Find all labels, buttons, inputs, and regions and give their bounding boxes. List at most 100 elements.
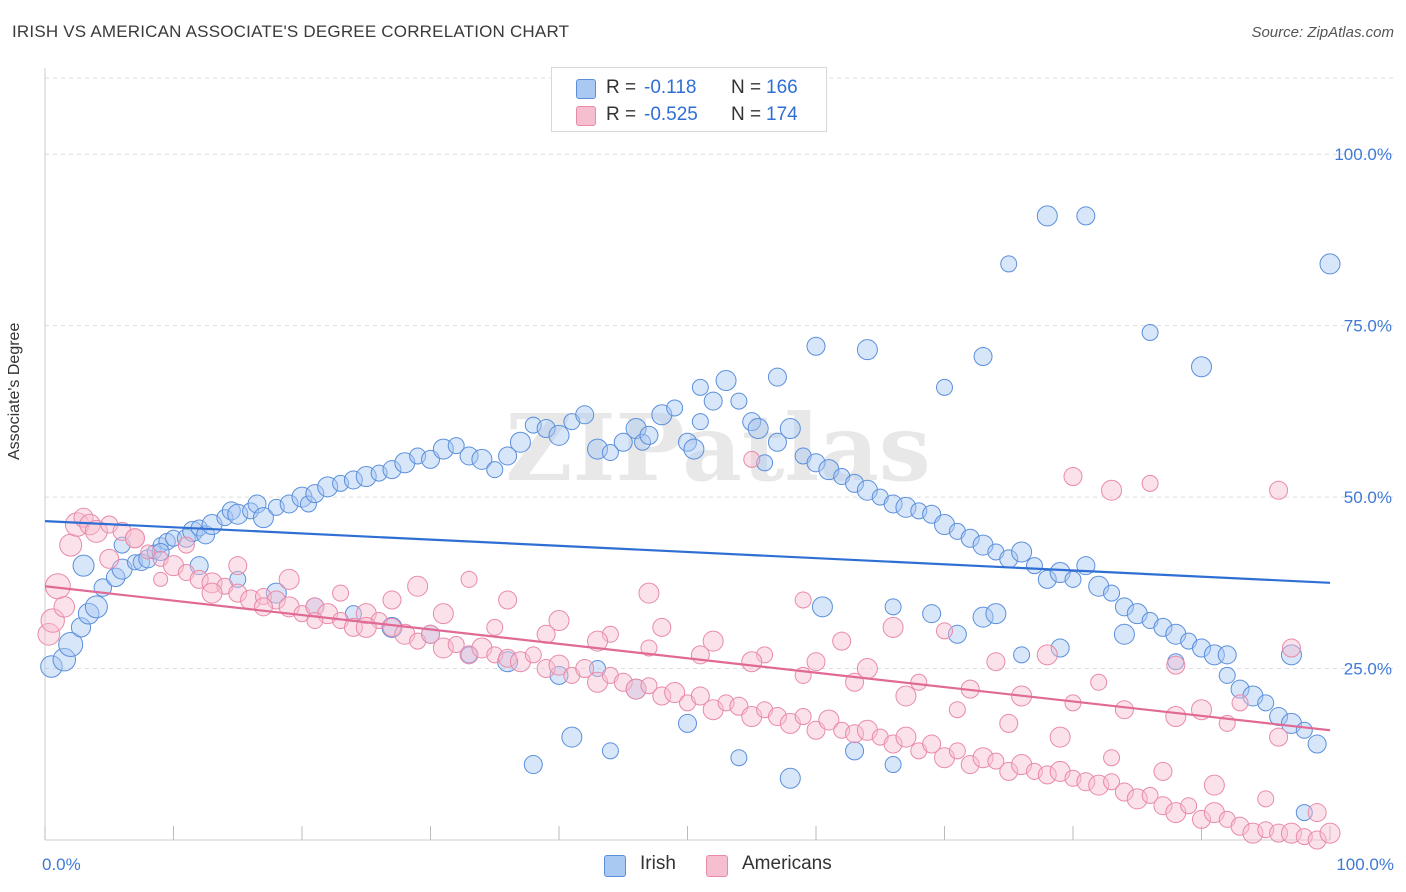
americans-point: [1114, 782, 1134, 802]
irish-point: [1013, 646, 1031, 664]
americans-point: [1141, 474, 1159, 492]
americans-point: [153, 571, 169, 587]
americans-point: [1269, 823, 1289, 843]
irish-point: [1036, 205, 1058, 227]
irish-point: [678, 432, 697, 452]
irish-swatch: [576, 79, 596, 99]
irish-point: [1114, 597, 1134, 617]
irish-point: [856, 339, 878, 361]
irish-point: [1113, 623, 1135, 645]
americans-point: [818, 709, 840, 731]
irish-point: [486, 461, 504, 479]
americans-point: [756, 646, 774, 664]
tick-labels: 25.0% 50.0% 75.0% 100.0% 0.0% 100.0%: [42, 145, 1394, 874]
americans-point: [1269, 480, 1289, 500]
americans-point: [922, 734, 942, 754]
x-tick-label-0: 0.0%: [42, 855, 81, 874]
irish-point: [806, 453, 826, 473]
irish-point: [639, 425, 659, 445]
americans-point: [1153, 761, 1173, 781]
irish-r-label: R =: [606, 77, 637, 98]
americans-point: [1153, 796, 1173, 816]
americans-point: [486, 618, 504, 636]
americans-legend-swatch: [706, 855, 728, 877]
americans-point: [1231, 694, 1249, 712]
americans-point: [1269, 727, 1289, 747]
irish-point: [883, 494, 903, 514]
irish-point: [756, 454, 774, 472]
americans-trend-line: [44, 585, 1331, 732]
irish-point: [625, 418, 647, 440]
irish-point: [40, 655, 63, 678]
irish-point: [247, 494, 267, 514]
irish-point: [1025, 557, 1043, 575]
americans-point: [189, 569, 209, 589]
irish-point: [691, 378, 709, 396]
irish-point: [1000, 255, 1018, 273]
americans-point: [1063, 467, 1083, 487]
americans-point: [1319, 822, 1341, 844]
americans-point: [638, 582, 660, 604]
irish-point: [176, 528, 196, 548]
americans-point: [99, 548, 120, 569]
americans-point: [1307, 803, 1327, 823]
americans-point: [832, 631, 852, 651]
irish-point: [811, 596, 833, 618]
americans-point: [587, 630, 609, 652]
americans-point: [278, 568, 300, 590]
irish-point: [666, 399, 684, 417]
irish-point: [601, 742, 619, 760]
americans-point: [53, 596, 76, 618]
irish-point: [471, 448, 493, 470]
irish-point: [973, 347, 993, 367]
americans-point: [112, 521, 132, 541]
irish-point: [691, 413, 709, 431]
irish-point: [152, 537, 169, 554]
americans-point: [1076, 772, 1096, 792]
americans-point: [1114, 700, 1134, 720]
americans-point: [1166, 655, 1186, 675]
americans-point: [536, 624, 556, 644]
americans-point: [664, 682, 686, 704]
americans-point: [201, 582, 223, 604]
americans-point: [432, 603, 454, 625]
correlation-legend: R = -0.118 N = 166 R = -0.525 N = 174: [551, 67, 827, 132]
irish-points: [40, 205, 1341, 822]
americans-point: [601, 625, 619, 643]
irish-point: [196, 525, 216, 545]
americans-point: [767, 707, 787, 727]
americans-point: [794, 708, 812, 726]
irish-point: [221, 501, 241, 521]
americans-point: [640, 677, 658, 695]
y-tick-label-75: 75.0%: [1344, 317, 1392, 336]
americans-point: [1257, 790, 1275, 808]
americans-point: [1049, 726, 1071, 748]
americans-point: [640, 639, 658, 657]
americans-point: [702, 630, 724, 652]
irish-point: [1011, 541, 1033, 563]
y-tick-label-50: 50.0%: [1344, 488, 1392, 507]
americans-point: [895, 685, 917, 707]
americans-point: [948, 701, 966, 719]
irish-point: [985, 603, 1007, 625]
americans-point: [124, 528, 145, 549]
americans-point: [460, 570, 478, 588]
americans-r-label: R =: [606, 104, 637, 125]
americans-point: [613, 672, 633, 692]
irish-point: [613, 432, 633, 452]
irish-point: [806, 336, 826, 356]
americans-point: [882, 616, 904, 638]
americans-point: [999, 761, 1019, 781]
irish-point: [523, 755, 543, 775]
irish-point: [884, 598, 902, 616]
americans-point: [1141, 786, 1159, 804]
irish-point: [252, 507, 274, 529]
americans-point: [332, 584, 350, 602]
americans-point: [459, 645, 479, 665]
irish-point: [845, 473, 865, 493]
americans-point: [1307, 830, 1327, 850]
americans-point: [84, 519, 108, 543]
americans-points: [37, 450, 1341, 850]
irish-point: [561, 726, 583, 748]
irish-point: [922, 604, 942, 624]
